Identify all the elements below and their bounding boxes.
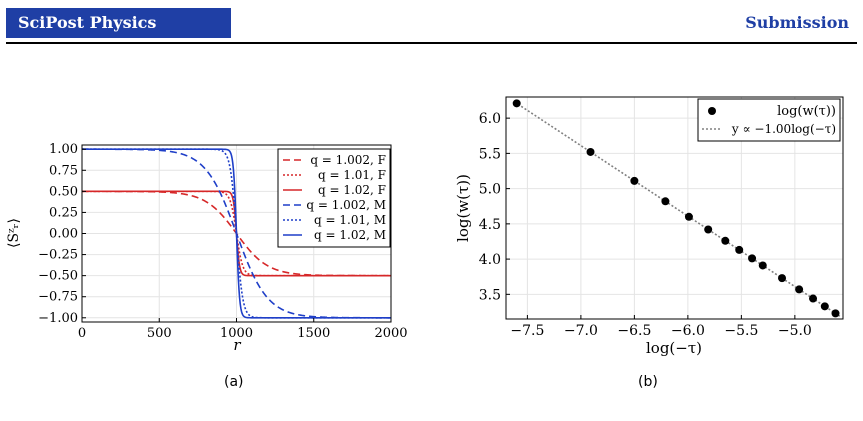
chart-b-y-tick-label: 6.0 (479, 111, 501, 127)
chart-a-y-tick-label: −0.25 (38, 248, 78, 263)
chart-a-legend-label: q = 1.02, F (318, 183, 386, 197)
chart-b-x-tick-label: −7.0 (564, 323, 598, 339)
caption-b: (b) (638, 374, 658, 390)
chart-b-x-tick-label: −6.5 (617, 323, 651, 339)
caption-a: (a) (224, 374, 244, 390)
chart-b-fit-path (514, 101, 841, 317)
chart-a-y-tick-label: 0.75 (49, 163, 78, 178)
chart-b-data-point (661, 197, 670, 206)
chart-a-legend: q = 1.002, Fq = 1.01, Fq = 1.02, Fq = 1.… (277, 148, 391, 248)
chart-b-points (512, 99, 840, 318)
chart-b-legend-label: log(w(τ)) (777, 104, 836, 119)
header-rule (6, 42, 857, 44)
chart-b-data-point (684, 212, 693, 221)
chart-b-y-tick-label: 4.0 (479, 252, 501, 268)
chart-a-legend-label: q = 1.01, M (314, 213, 386, 227)
chart-a-x-tick-label: 2000 (374, 326, 407, 341)
journal-badge (6, 8, 231, 38)
chart-b-y-tick-label: 4.5 (479, 217, 501, 233)
chart-b-data-point (758, 261, 767, 270)
chart-a-y-ticks: 1.00 0.75 0.50 0.25 0.00 −0.25 −0.50 −0.75 −1.00 (38, 142, 86, 326)
chart-b-data-point (512, 99, 521, 108)
chart-a-series-line-6 (82, 148, 391, 319)
chart-b-fit-line (514, 101, 841, 317)
chart-b-data-point (721, 236, 730, 245)
chart-b-xlabel: log(−τ) (646, 339, 702, 357)
chart-a-xlabel: r (233, 336, 241, 354)
journal-title: SciPost Physics (18, 13, 157, 32)
chart-b-legend: log(w(τ)) y ∝ −1.00log(−τ) (697, 98, 841, 142)
chart-b-data-point (630, 176, 639, 185)
chart-a-legend-label: q = 1.002, F (310, 153, 386, 167)
chart-a-legend-box (277, 148, 391, 248)
chart-b-ylabel: log(w(τ)) (454, 174, 472, 242)
chart-b-data-point (735, 245, 744, 254)
chart-a-y-tick-label: −0.50 (38, 269, 78, 284)
chart-a-ylabel: ⟨Sᶻᵣ⟩ (6, 218, 22, 248)
chart-b-x-ticks: −7.5 −7.0 −6.5 −6.0 −5.5 −5.0 (510, 315, 812, 339)
chart-a-y-tick-label: 0.50 (49, 184, 78, 199)
chart-b: −7.5 −7.0 −6.5 −6.0 −5.5 −5.0 6.0 5.5 5.0 4.5 4.0… (454, 96, 844, 357)
chart-a-x-tick-label: 1000 (220, 326, 253, 341)
chart-a-curves (82, 148, 391, 319)
chart-a-legend-label: q = 1.01, F (318, 168, 386, 182)
chart-b-data-point (809, 294, 818, 303)
chart-b-y-ticks: 6.0 5.5 5.0 4.5 4.0 3.5 (479, 111, 510, 303)
chart-a-x-tick-label: 1500 (297, 326, 330, 341)
chart-b-legend-label: y ∝ −1.00log(−τ) (731, 122, 836, 136)
chart-b-y-tick-label: 5.5 (479, 146, 501, 162)
chart-a-legend-label: q = 1.002, M (306, 198, 386, 212)
chart-b-legend-marker (708, 107, 716, 115)
chart-b-data-point (778, 274, 787, 283)
chart-a-legend-label: q = 1.02, M (314, 228, 386, 242)
chart-a-x-tick-label: 500 (147, 326, 172, 341)
chart-a-y-tick-label: 1.00 (49, 142, 78, 157)
chart-b-y-tick-label: 3.5 (479, 287, 501, 303)
chart-b-data-point (820, 302, 829, 311)
chart-a-x-tick-label: 0 (78, 326, 86, 341)
chart-b-x-tick-label: −7.5 (510, 323, 544, 339)
chart-b-legend-box (697, 98, 841, 142)
chart-b-y-tick-label: 5.0 (479, 182, 501, 198)
chart-a-y-tick-label: −0.75 (38, 290, 78, 305)
chart-b-x-tick-label: −5.0 (778, 323, 812, 339)
chart-a-y-tick-label: 0.00 (49, 227, 78, 242)
chart-b-data-point (831, 309, 840, 318)
chart-a-y-tick-label: −1.00 (38, 311, 78, 326)
chart-b-data-point (586, 147, 595, 156)
chart-b-data-point (704, 225, 713, 234)
chart-b-data-point (795, 285, 804, 294)
chart-b-frame (505, 96, 844, 320)
submission-label: Submission (745, 13, 849, 32)
chart-a-y-tick-label: 0.25 (49, 205, 78, 220)
chart-b-data-point (748, 254, 757, 263)
chart-a: 0 500 1000 1500 2000 1.00 0.75 0.50 0.25 0.00 −0.… (6, 142, 408, 354)
chart-b-x-tick-label: −5.5 (724, 323, 758, 339)
chart-b-x-tick-label: −6.0 (671, 323, 705, 339)
chart-a-x-ticks: 0 500 1000 1500 2000 (78, 318, 408, 341)
